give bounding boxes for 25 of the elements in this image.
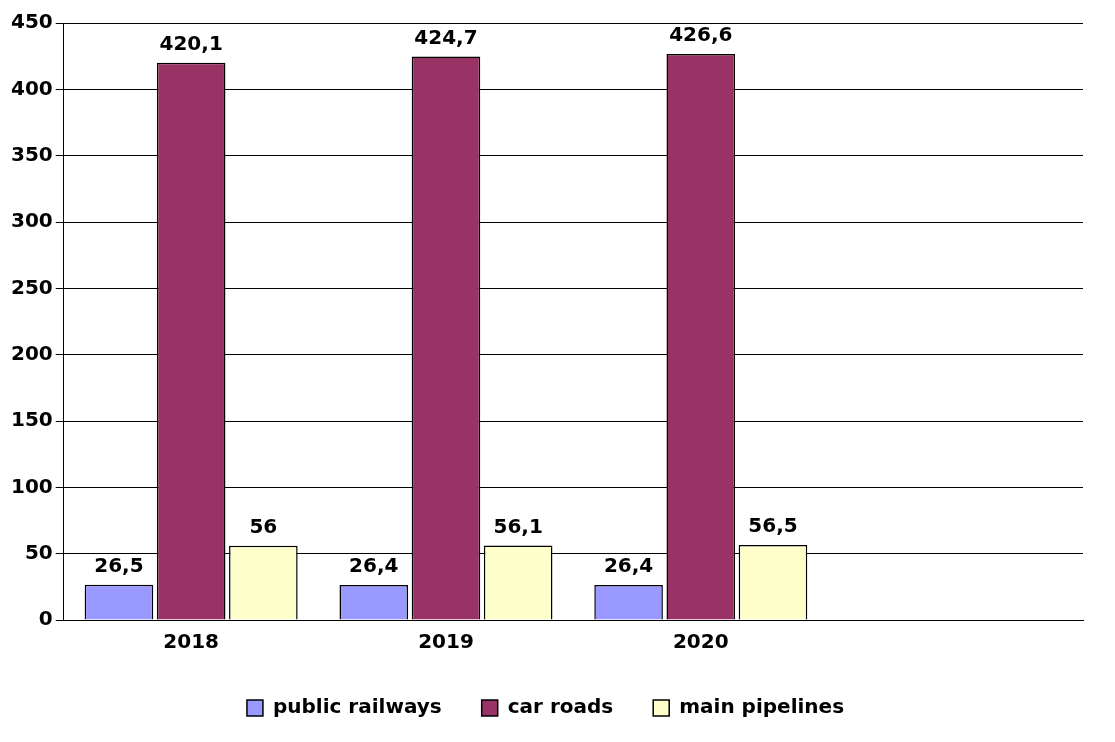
data-label: 426,6 xyxy=(669,22,733,47)
data-label: 420,1 xyxy=(159,30,223,55)
legend-label: public railways xyxy=(272,694,442,719)
y-tick-label: 300 xyxy=(11,208,53,233)
y-tick-label: 250 xyxy=(11,274,53,299)
data-label: 26,4 xyxy=(349,553,399,578)
y-tick-label: 400 xyxy=(11,75,53,100)
data-label: 56,5 xyxy=(748,513,798,538)
y-tick-label: 200 xyxy=(11,340,53,365)
data-label: 26,5 xyxy=(94,553,144,578)
legend-label: car roads xyxy=(507,694,614,719)
data-label: 424,7 xyxy=(414,24,478,49)
y-tick-label: 100 xyxy=(11,473,53,498)
y-tick-label: 350 xyxy=(11,141,53,166)
data-label: 56,1 xyxy=(493,513,543,538)
data-label: 56 xyxy=(249,513,278,538)
x-tick-label: 2018 xyxy=(163,629,219,654)
x-tick-label: 2019 xyxy=(418,629,474,654)
y-tick-label: 0 xyxy=(38,606,53,631)
x-tick-label: 2020 xyxy=(672,629,729,654)
y-tick-label: 450 xyxy=(11,9,53,34)
y-tick-label: 150 xyxy=(11,407,53,432)
data-label: 26,4 xyxy=(603,553,654,578)
legend-label: main pipelines xyxy=(679,694,845,719)
y-tick-label: 50 xyxy=(24,539,53,564)
